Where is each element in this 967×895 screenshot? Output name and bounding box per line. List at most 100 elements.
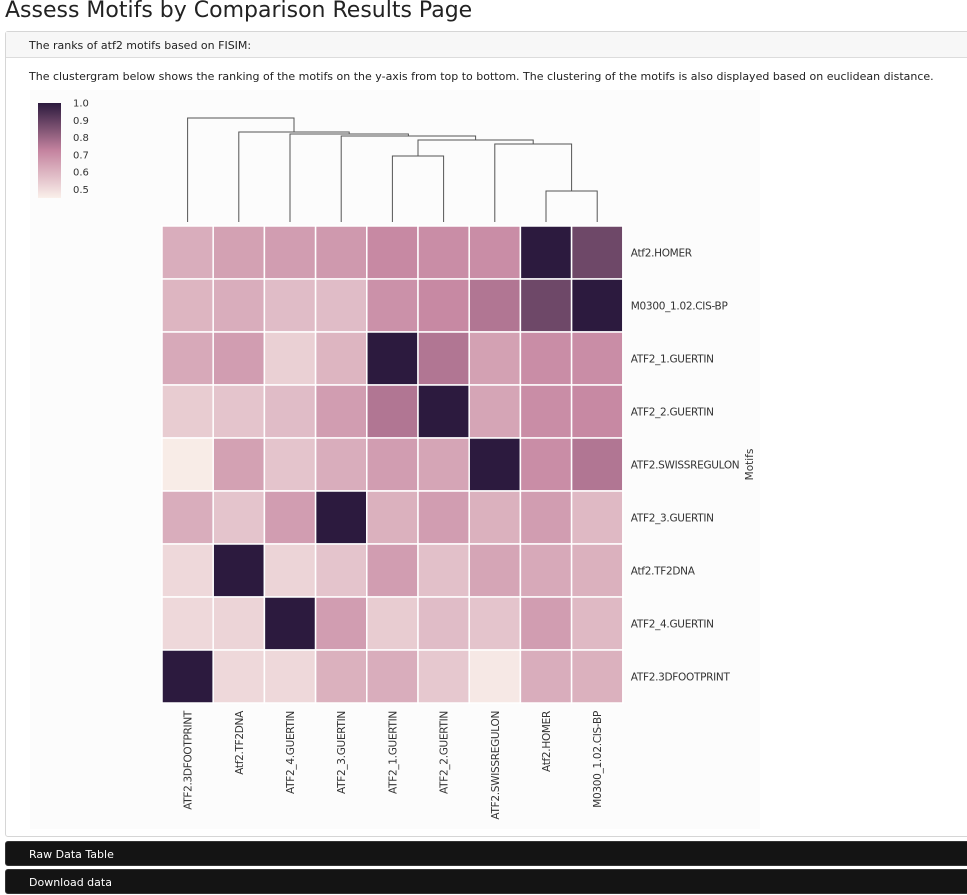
heatmap-cell [263,278,317,333]
row-label: ATF2_4.GUERTIN [631,619,714,631]
dendrogram-link [417,139,534,156]
heatmap-cell [570,596,624,651]
heatmap-cell [314,543,368,598]
column-label: ATF2_2.GUERTIN [439,711,451,794]
heatmap-cell [468,331,522,386]
heatmap-cell [570,225,624,280]
y-axis-label: Motifs [744,449,756,481]
heatmap-cell [161,384,214,439]
row-label: ATF2.SWISSREGULON [631,460,740,472]
heatmap-cell [263,437,317,492]
raw-data-table-button[interactable]: Raw Data Table [5,841,967,866]
heatmap-cell [417,543,470,598]
heatmap-cell [263,649,317,704]
heatmap-cell [366,278,419,333]
heatmap-cell [314,596,368,651]
panel-heading: The ranks of atf2 motifs based on FISIM: [6,32,967,58]
heatmap-cell [417,278,470,333]
dendrogram-link [187,117,295,222]
dendrogram-link [494,143,573,222]
column-label: ATF2_1.GUERTIN [387,711,399,794]
heatmap-cell [212,437,266,492]
heatmap-cell [366,384,419,439]
heatmap-cell [366,596,419,651]
column-label: ATF2_3.GUERTIN [336,711,348,794]
heatmap-cell [161,331,214,386]
heatmap-cell [519,278,573,333]
column-label: M0300_1.02.CIS-BP [592,711,604,808]
heatmap-cell [263,490,317,545]
download-data-button[interactable]: Download data [5,869,967,894]
raw-data-table-label: Raw Data Table [29,848,114,861]
heatmap-cell [468,490,522,545]
heatmap-cell [212,596,266,651]
heatmap-cell [570,490,624,545]
heatmap-cell [570,331,624,386]
heatmap-cell [263,596,317,651]
colorbar-tick-label: 1.0 [73,99,89,110]
results-panel: The ranks of atf2 motifs based on FISIM:… [5,31,967,837]
heatmap-cell [314,490,368,545]
heatmap-cell [314,225,368,280]
heatmap-cell [570,543,624,598]
download-data-label: Download data [29,876,112,889]
heatmap-cell [366,437,419,492]
colorbar-tick-label: 0.9 [73,116,89,127]
heatmap-cell [519,543,573,598]
colorbar-tick-label: 0.6 [73,168,89,179]
heatmap-cell [161,225,214,280]
column-label: ATF2.SWISSREGULON [490,711,502,820]
heatmap-cell [314,278,368,333]
heatmap-cell [314,384,368,439]
heatmap-cell [314,437,368,492]
heatmap-cell [263,543,317,598]
heatmap-cell [314,331,368,386]
heatmap-cell [263,331,317,386]
row-label: ATF2_1.GUERTIN [631,354,714,366]
panel-heading-text: The ranks of atf2 motifs based on FISIM: [29,39,252,52]
heatmap-cell [212,543,266,598]
heatmap-cell [212,384,266,439]
heatmap-cell [519,331,573,386]
heatmap-cell [468,225,522,280]
dendrogram-link [340,135,477,222]
row-label: Atf2.HOMER [631,248,692,260]
column-label: ATF2.3DFOOTPRINT [183,710,195,810]
heatmap-cell [519,437,573,492]
clustergram-description: The clustergram below shows the ranking … [29,70,934,83]
heatmap-cell [468,649,522,704]
heatmap-cell [417,649,470,704]
heatmap-cell [519,384,573,439]
heatmap-cell [212,278,266,333]
heatmap-cell [366,490,419,545]
heatmap-cell [417,384,470,439]
heatmap-cell [519,225,573,280]
heatmap-cell [161,543,214,598]
dendrogram-link [289,133,409,222]
heatmap-cell [417,596,470,651]
heatmap-cell [161,649,214,704]
dendrogram-link [391,155,445,222]
heatmap-cell [417,437,470,492]
heatmap-cell [263,225,317,280]
column-label: ATF2_4.GUERTIN [285,711,297,794]
heatmap-cell [468,543,522,598]
row-label: ATF2.3DFOOTPRINT [631,672,731,684]
heatmap-cell [212,649,266,704]
heatmap-cell [263,384,317,439]
heatmap-cell [519,490,573,545]
heatmap-cell [366,225,419,280]
heatmap-cell [366,543,419,598]
row-label: Atf2.TF2DNA [631,566,696,578]
heatmap-cell [161,278,214,333]
row-label: ATF2_3.GUERTIN [631,513,714,525]
heatmap-cell [570,384,624,439]
heatmap-cell [366,649,419,704]
row-label: M0300_1.02.CIS-BP [631,301,728,313]
heatmap-cell [570,649,624,704]
heatmap-cell [212,331,266,386]
heatmap-cell [570,437,624,492]
heatmap-cell [468,384,522,439]
page-title: Assess Motifs by Comparison Results Page [5,0,473,23]
colorbar-tick-label: 0.5 [73,185,89,196]
